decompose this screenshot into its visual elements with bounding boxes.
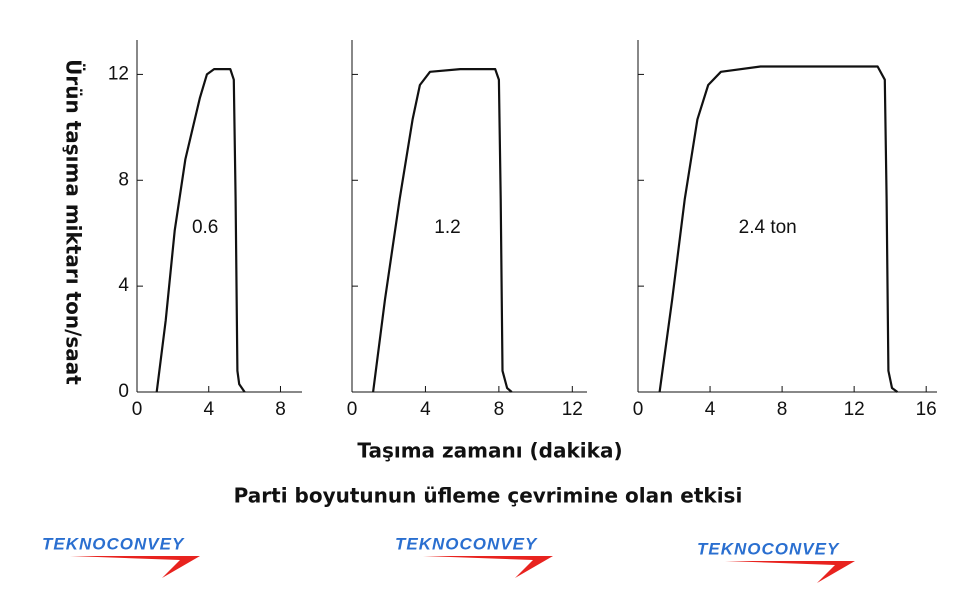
annotation: 0.6	[192, 217, 218, 238]
x-tick-label: 12	[562, 399, 583, 420]
y-tick-label: 0	[118, 381, 129, 402]
y-tick-label: 8	[118, 169, 129, 190]
logo-swoosh	[70, 556, 200, 578]
annotation: 1.2	[434, 217, 460, 238]
x-tick-label: 4	[705, 399, 716, 420]
logo-text: TEKNOCONVEY	[42, 534, 185, 553]
data-line	[372, 68, 513, 393]
y-axis-label: Ürün taşıma miktarı ton/saat	[62, 59, 86, 385]
x-axis-label: Taşıma zamanı (dakika)	[357, 439, 622, 463]
annotation: 2.4 ton	[739, 217, 797, 238]
logo: TEKNOCONVEY	[42, 534, 200, 578]
data-line	[155, 68, 246, 393]
logo-text: TEKNOCONVEY	[395, 534, 538, 553]
x-tick-label: 12	[844, 399, 865, 420]
logo-swoosh	[725, 561, 855, 583]
logo-swoosh	[423, 556, 553, 578]
logo-text: TEKNOCONVEY	[697, 539, 840, 558]
data-line	[658, 65, 899, 393]
panel: 0 4 8 12 16 2.4 ton	[633, 40, 937, 420]
x-tick-label: 0	[132, 399, 143, 420]
x-tick-label: 8	[275, 399, 286, 420]
x-tick-label: 4	[203, 399, 214, 420]
x-tick-label: 4	[420, 399, 431, 420]
x-tick-label: 0	[633, 399, 644, 420]
x-tick-label: 8	[777, 399, 788, 420]
x-tick-label: 16	[916, 399, 937, 420]
x-tick-label: 8	[494, 399, 505, 420]
y-tick-label: 12	[108, 63, 129, 84]
panel: 0 4 8 12 1.2	[347, 40, 587, 420]
y-tick-label: 4	[118, 275, 129, 296]
caption: Parti boyutunun üfleme çevrimine olan et…	[234, 484, 743, 508]
x-tick-label: 0	[347, 399, 358, 420]
panel: 0 4 8 12 0 4 8 0.6	[108, 40, 302, 420]
logo: TEKNOCONVEY	[697, 539, 855, 583]
logo: TEKNOCONVEY	[395, 534, 553, 578]
